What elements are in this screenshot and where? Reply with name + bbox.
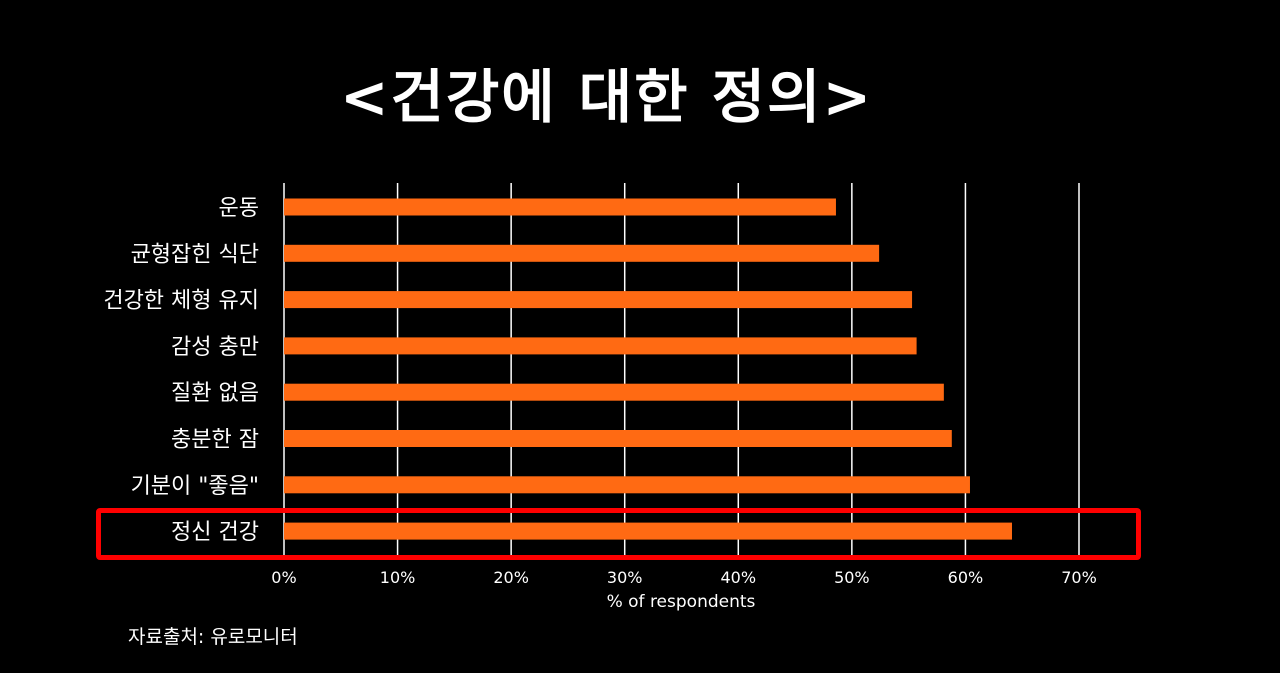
- category-label: 건강한 체형 유지: [103, 289, 259, 314]
- x-tick-label: 30%: [607, 568, 643, 587]
- bar: [284, 476, 970, 494]
- category-label: 충분한 잠: [171, 428, 259, 453]
- bar: [284, 430, 952, 447]
- source-note: 자료출처: 유로모니터: [128, 626, 298, 648]
- page-title: <건강에 대한 정의>: [339, 63, 874, 131]
- category-label: 정신 건강: [171, 520, 259, 545]
- bar: [284, 198, 836, 216]
- bar: [284, 291, 913, 309]
- gridlines: [283, 183, 1080, 556]
- x-tick-labels: 0% 10% 20% 30% 40% 50% 60% 70%: [271, 568, 1096, 587]
- x-tick-label: 10%: [380, 568, 416, 587]
- bar: [284, 337, 917, 355]
- category-label: 기분이 "좋음": [131, 474, 259, 499]
- x-tick-label: 60%: [948, 568, 984, 587]
- x-tick-label: 40%: [721, 568, 757, 587]
- x-tick-label: 70%: [1061, 568, 1097, 587]
- x-tick-label: 20%: [493, 568, 529, 587]
- category-label: 균형잡힌 식단: [131, 242, 259, 267]
- bars: [284, 198, 1012, 540]
- bar: [284, 244, 880, 262]
- bar: [284, 522, 1012, 540]
- x-tick-label: 50%: [834, 568, 870, 587]
- bar: [284, 383, 944, 401]
- category-label: 운동: [219, 196, 259, 221]
- x-tick-label: 0%: [271, 568, 296, 587]
- category-label: 감성 충만: [171, 335, 259, 360]
- category-label: 질환 없음: [171, 381, 259, 406]
- highlight-box: [96, 508, 1141, 560]
- x-axis-label: % of respondents: [606, 592, 756, 612]
